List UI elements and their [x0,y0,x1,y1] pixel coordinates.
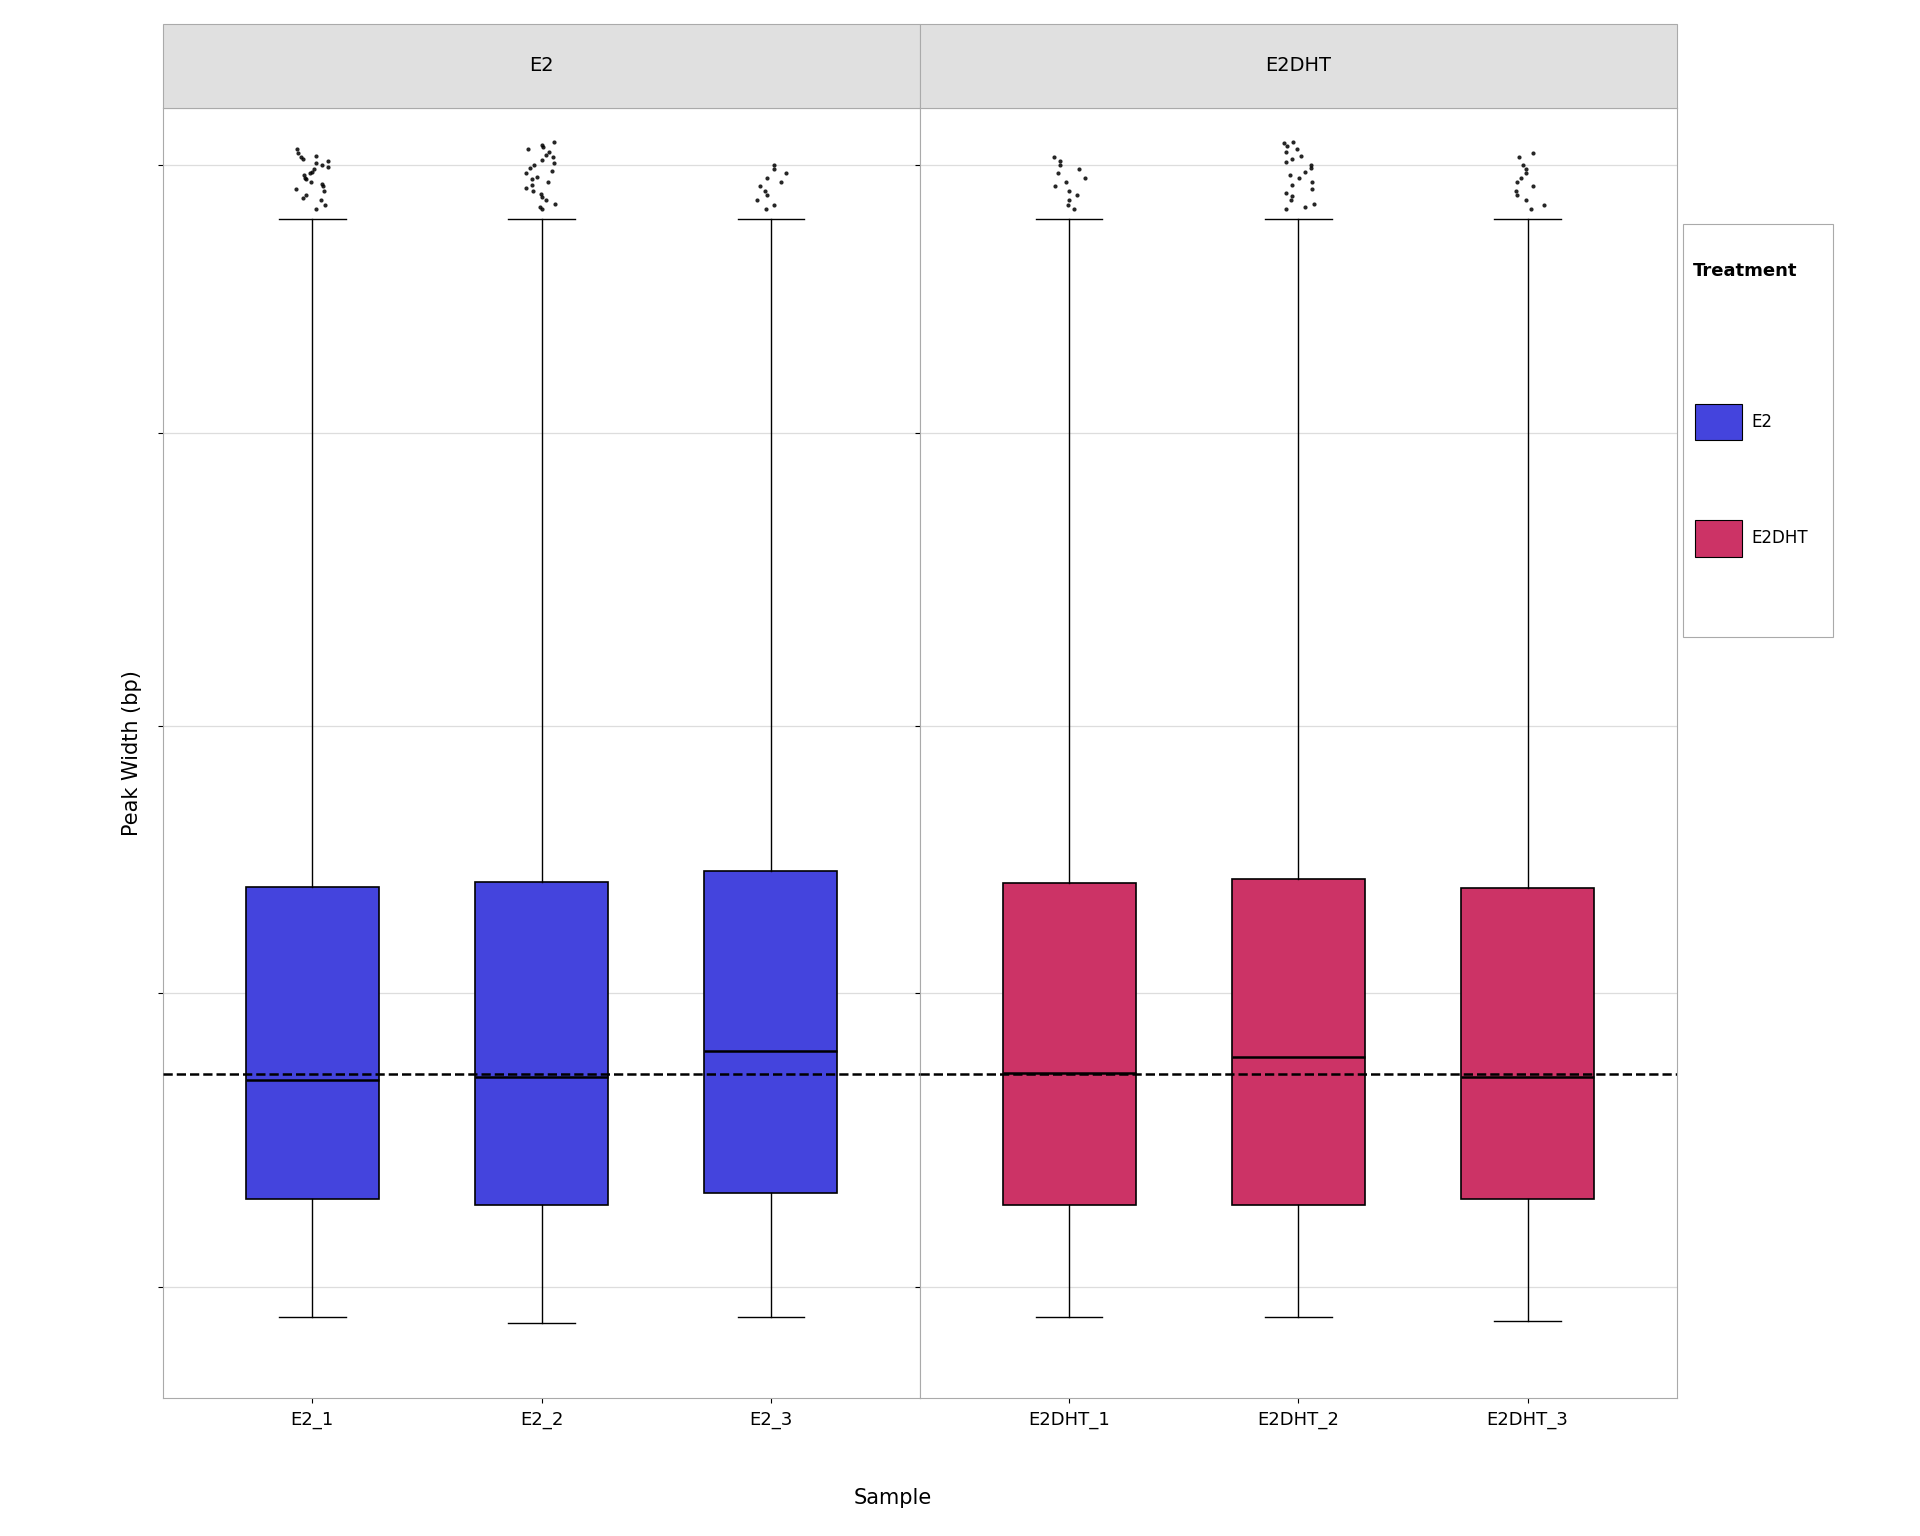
Text: Treatment: Treatment [1693,263,1797,281]
PathPatch shape [474,882,609,1204]
FancyBboxPatch shape [1695,521,1741,556]
PathPatch shape [1002,883,1135,1204]
Y-axis label: Peak Width (bp): Peak Width (bp) [123,670,142,836]
Text: E2: E2 [530,57,553,75]
Text: E2: E2 [1751,413,1772,432]
Bar [163,23,920,108]
FancyBboxPatch shape [1684,224,1834,636]
Bar [920,23,1676,108]
Text: E2DHT: E2DHT [1265,57,1331,75]
PathPatch shape [246,886,378,1200]
Text: E2DHT: E2DHT [1751,530,1809,547]
PathPatch shape [705,871,837,1193]
FancyBboxPatch shape [1695,404,1741,441]
Text: Sample: Sample [854,1487,931,1508]
PathPatch shape [1233,879,1365,1204]
PathPatch shape [1461,888,1594,1200]
